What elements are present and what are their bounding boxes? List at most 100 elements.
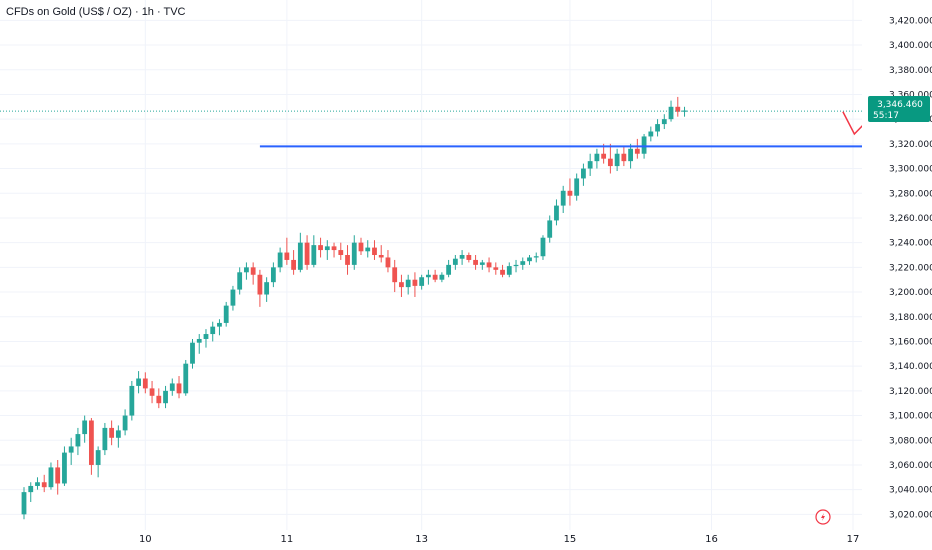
candle-body: [446, 264, 452, 275]
candle-body: [196, 338, 202, 343]
candle-body: [655, 124, 660, 132]
x-tick-label: 13: [415, 534, 428, 545]
candle-body: [587, 161, 593, 169]
lightning-icon[interactable]: [815, 509, 831, 525]
candle-body: [176, 383, 182, 394]
candle-body: [115, 430, 121, 438]
candle-body: [506, 266, 512, 275]
candle-body: [648, 131, 654, 137]
y-tick-label: 3,020.000: [889, 510, 932, 520]
candle-body: [28, 485, 34, 493]
candle-body: [21, 492, 27, 515]
candle-body: [520, 261, 526, 265]
candle-body: [250, 267, 256, 275]
y-tick-label: 3,360.000: [889, 90, 932, 100]
y-tick-label: 3,140.000: [889, 362, 932, 372]
candle-body: [513, 264, 519, 267]
candle-body: [405, 279, 411, 288]
candle-body: [136, 378, 141, 386]
y-tick-label: 3,200.000: [889, 288, 932, 298]
candle-body: [378, 255, 384, 258]
y-tick-label: 3,300.000: [889, 165, 932, 175]
price-axis-bg[interactable]: [862, 0, 932, 550]
candle-body: [392, 267, 398, 283]
candle-body: [89, 420, 94, 465]
candle-body: [183, 363, 189, 394]
candle-body: [297, 242, 303, 270]
candle-body: [223, 305, 229, 323]
x-tick-label: 17: [847, 534, 860, 545]
y-tick-label: 3,040.000: [889, 486, 932, 496]
candle-body: [614, 153, 620, 167]
candle-body: [169, 383, 175, 391]
candle-body: [399, 282, 404, 288]
y-tick-label: 3,320.000: [889, 140, 932, 150]
candle-body: [156, 395, 162, 404]
candle-body: [439, 274, 445, 280]
candle-body: [277, 252, 283, 268]
candle-body: [634, 148, 640, 154]
candle-body: [237, 272, 243, 290]
candle-body: [668, 106, 674, 120]
candle-body: [412, 279, 418, 286]
x-tick-label: 16: [705, 534, 718, 545]
candle-body: [466, 255, 472, 260]
y-tick-label: 3,380.000: [889, 66, 932, 76]
candle-body: [82, 420, 88, 435]
current-price-label: 3,346.460: [877, 100, 923, 110]
candle-body: [190, 342, 195, 364]
candle-body: [257, 274, 263, 295]
candle-body: [601, 153, 607, 159]
candle-body: [129, 385, 135, 416]
candle-body: [527, 257, 532, 262]
candle-body: [621, 153, 627, 162]
candle-body: [75, 434, 81, 447]
candle-body: [628, 148, 633, 162]
candle-body: [419, 277, 425, 286]
candle-body: [230, 289, 236, 306]
time-axis[interactable]: 10 11 13 15 16 17: [139, 534, 859, 545]
candle-body: [554, 205, 559, 221]
y-tick-label: 3,120.000: [889, 387, 932, 397]
candle-body: [311, 245, 317, 265]
x-tick-label: 10: [139, 534, 152, 545]
candle-body: [62, 452, 67, 484]
y-tick-label: 3,280.000: [889, 189, 932, 199]
candle-body: [270, 267, 276, 283]
y-tick-label: 3,180.000: [889, 313, 932, 323]
price-badge: 3,346.460 55:17: [868, 96, 930, 122]
candle-body: [331, 246, 337, 251]
candle-body: [567, 190, 573, 196]
candle-body: [149, 388, 155, 396]
candle-body: [338, 250, 344, 256]
candle-body: [540, 237, 546, 257]
candle-body: [95, 450, 101, 465]
candle-body: [675, 106, 681, 112]
chart-title: CFDs on Gold (US$ / OZ) · 1h · TVC: [6, 6, 186, 18]
candle-body: [358, 242, 364, 252]
candle-body: [459, 255, 465, 259]
x-tick-label: 15: [564, 534, 577, 545]
candle-body: [304, 242, 310, 265]
y-tick-label: 3,260.000: [889, 214, 932, 224]
candle-body: [203, 334, 209, 339]
candle-body: [365, 247, 371, 252]
x-tick-label: 11: [280, 534, 293, 545]
candle-body: [473, 259, 478, 265]
candle-body: [284, 252, 290, 260]
candle-body: [102, 427, 108, 451]
candle-body: [210, 326, 216, 335]
drawings[interactable]: [0, 102, 885, 148]
candle-body: [318, 245, 323, 251]
price-axis[interactable]: 3,420.000 3,400.000 3,380.000 3,360.0003,34…: [862, 0, 932, 550]
candle-body: [109, 427, 115, 438]
y-tick-label: 3,400.000: [889, 41, 932, 51]
candle-body: [324, 246, 330, 251]
y-tick-label: 3,160.000: [889, 337, 932, 347]
candle-body: [432, 274, 438, 280]
candle-body: [163, 390, 168, 404]
candle-body: [486, 262, 492, 268]
price-badge-bg: [868, 96, 930, 122]
